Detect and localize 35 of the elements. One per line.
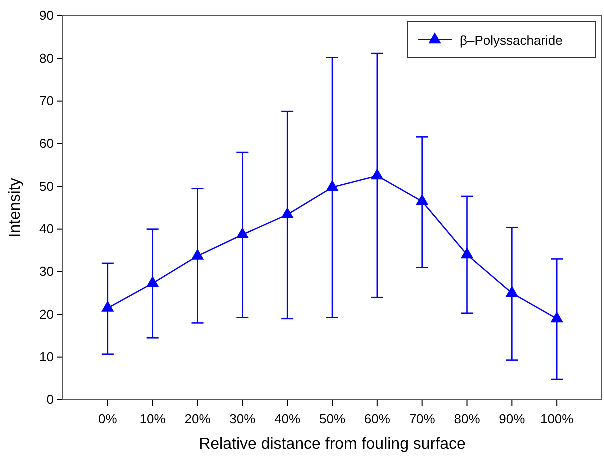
y-tick-label: 40	[40, 221, 54, 236]
y-tick-label: 10	[40, 349, 54, 364]
point	[191, 248, 204, 260]
y-tick-label: 70	[40, 93, 54, 108]
x-tick-label: 70%	[409, 411, 436, 426]
y-tick-label: 60	[40, 136, 54, 152]
x-tick-label: 10%	[140, 411, 166, 426]
legend-label: β–Polyssacharide	[460, 33, 563, 48]
x-tick-label: 40%	[274, 411, 302, 426]
point	[236, 228, 250, 239]
point	[102, 300, 114, 312]
x-tick-label: 20%	[184, 411, 212, 426]
x-tick-label: 100%	[540, 411, 574, 426]
point	[506, 286, 519, 298]
y-tick-label: 0	[46, 392, 54, 408]
point	[371, 168, 384, 180]
x-axis-title: Relative distance from fouling surface	[199, 436, 466, 453]
point	[460, 248, 474, 259]
point	[326, 180, 339, 192]
point	[550, 312, 564, 323]
x-tick-label: 50%	[319, 411, 346, 426]
y-tick-label: 90	[40, 8, 54, 24]
x-tick-label: 30%	[230, 411, 256, 426]
x-tick-label: 60%	[364, 411, 391, 426]
x-tick-label: 0%	[98, 411, 118, 426]
point	[416, 194, 429, 206]
y-tick-label: 80	[40, 50, 54, 66]
point	[146, 276, 160, 288]
y-tick-label: 50	[40, 178, 54, 194]
y-axis-title: Intensity	[7, 178, 24, 238]
y-tick-label: 20	[40, 306, 54, 322]
y-tick-label: 30	[40, 264, 54, 280]
x-tick-label: 90%	[499, 411, 526, 426]
x-tick-label: 80%	[454, 411, 481, 426]
point	[281, 207, 294, 218]
